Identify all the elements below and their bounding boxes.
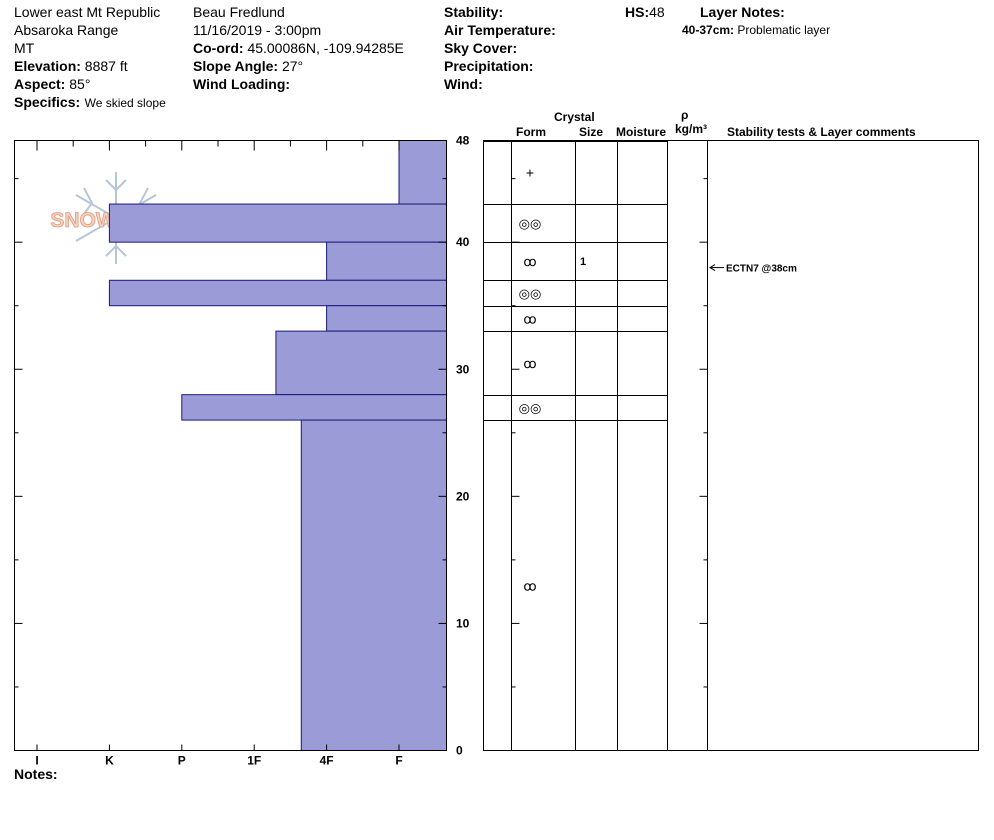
hardness-bar bbox=[326, 241, 448, 281]
hardness-bar bbox=[108, 279, 448, 307]
crystal-header: Crystal bbox=[554, 110, 595, 124]
observation-datetime: 11/16/2019 - 3:00pm bbox=[193, 22, 322, 38]
x-tick-label: I bbox=[35, 754, 38, 768]
wind-loading-label: Wind Loading: bbox=[193, 76, 291, 92]
slope-label: Slope Angle: bbox=[193, 58, 279, 74]
x-tick-label: K bbox=[105, 754, 114, 768]
wind-label: Wind: bbox=[444, 76, 483, 92]
layer-table-frame bbox=[483, 140, 979, 751]
table-depth-ticks bbox=[511, 178, 708, 751]
slope-value: 27° bbox=[281, 58, 304, 74]
hardness-bar bbox=[108, 203, 448, 243]
y-tick-label: 40 bbox=[456, 235, 470, 249]
crystal-size-value: 1 bbox=[580, 256, 586, 268]
moisture-header: Moisture bbox=[616, 125, 667, 139]
y-tick-label: 10 bbox=[456, 616, 470, 630]
aspect-label: Aspect: bbox=[14, 76, 66, 92]
hardness-bars bbox=[108, 140, 448, 751]
elevation-label: Elevation: bbox=[14, 58, 81, 74]
hardness-bar bbox=[181, 394, 448, 421]
range-name: Absaroka Range bbox=[14, 22, 119, 38]
hs-value: 48 bbox=[649, 4, 665, 20]
elevation-value: 8887 ft bbox=[84, 58, 128, 74]
sky-cover-label: Sky Cover: bbox=[444, 40, 518, 56]
aspect-row: Aspect: 85° bbox=[14, 76, 90, 92]
y-tick-label: 20 bbox=[456, 489, 470, 503]
y-tick-label: 30 bbox=[456, 362, 470, 376]
rho-header: ρ bbox=[681, 108, 689, 122]
crystal-form-symbol: ꝏ bbox=[523, 578, 536, 593]
x-tick-label: P bbox=[178, 754, 186, 768]
observer-name: Beau Fredlund bbox=[193, 4, 285, 20]
hardness-axis: I K P 1F 4F F bbox=[35, 140, 403, 768]
elevation-row: Elevation: 8887 ft bbox=[14, 58, 128, 74]
layer-notes-label: Layer Notes: bbox=[700, 4, 785, 20]
stability-test-label: ECTN7 @38cm bbox=[726, 264, 797, 275]
y-tick-label: 0 bbox=[456, 744, 463, 758]
x-tick-label: F bbox=[395, 754, 402, 768]
crystal-form-column: + ◎◎ ꝏ ◎◎ ꝏ ꝏ ◎◎ ꝏ bbox=[519, 164, 542, 593]
hardness-bar bbox=[300, 419, 448, 751]
x-tick-label: 1F bbox=[247, 754, 261, 768]
coord-label: Co-ord: bbox=[193, 40, 244, 56]
location-name: Lower east Mt Republic bbox=[14, 4, 161, 20]
layer-note-text: Problematic layer bbox=[737, 23, 831, 37]
precip-label: Precipitation: bbox=[444, 58, 534, 74]
coord-value: 45.00086N, -109.94285E bbox=[247, 40, 404, 56]
hardness-bar bbox=[398, 140, 447, 205]
state-name: MT bbox=[14, 40, 35, 56]
y-tick-label: 48 bbox=[456, 134, 470, 148]
crystal-form-symbol: ◎◎ bbox=[519, 216, 542, 231]
layer-note: 40-37cm: Problematic layer bbox=[682, 23, 830, 37]
crystal-form-symbol: ꝏ bbox=[523, 254, 536, 269]
table-column-lines bbox=[511, 140, 708, 751]
stability-label: Stability: bbox=[444, 4, 504, 20]
comments-header: Stability tests & Layer comments bbox=[727, 125, 916, 139]
crystal-form-symbol: ◎◎ bbox=[519, 286, 542, 301]
arrow-head-icon bbox=[709, 264, 716, 272]
coord-row: Co-ord: 45.00086N, -109.94285E bbox=[193, 40, 404, 56]
air-temp-label: Air Temperature: bbox=[444, 22, 556, 38]
specifics-row: Specifics: We skied slope bbox=[14, 94, 166, 112]
form-header: Form bbox=[516, 125, 546, 139]
stability-test-column: ECTN7 @38cm bbox=[709, 264, 797, 275]
crystal-size-column: 1 bbox=[580, 256, 586, 268]
table-layer-rows bbox=[483, 141, 667, 421]
hs-row: HS:48 bbox=[625, 4, 665, 20]
slope-row: Slope Angle: 27° bbox=[193, 58, 303, 74]
crystal-form-symbol: ꝏ bbox=[523, 356, 536, 371]
depth-axis: 0 10 20 30 40 48 bbox=[14, 134, 470, 758]
hardness-plot-frame bbox=[14, 140, 447, 751]
aspect-value: 85° bbox=[69, 76, 91, 92]
notes-label: Notes: bbox=[14, 766, 58, 782]
crystal-form-symbol: ◎◎ bbox=[519, 400, 542, 415]
hardness-bar bbox=[275, 330, 448, 396]
density-unit-header: kg/m³ bbox=[675, 122, 708, 136]
specifics-label: Specifics: bbox=[14, 94, 81, 110]
layer-note-range: 40-37cm: bbox=[682, 23, 735, 37]
crystal-form-symbol: + bbox=[526, 164, 534, 180]
x-tick-label: 4F bbox=[320, 754, 334, 768]
hardness-bar bbox=[326, 305, 448, 332]
size-header: Size bbox=[579, 125, 604, 139]
crystal-form-symbol: ꝏ bbox=[523, 311, 536, 326]
hs-label: HS: bbox=[625, 4, 650, 20]
specifics-value: We skied slope bbox=[84, 96, 166, 110]
